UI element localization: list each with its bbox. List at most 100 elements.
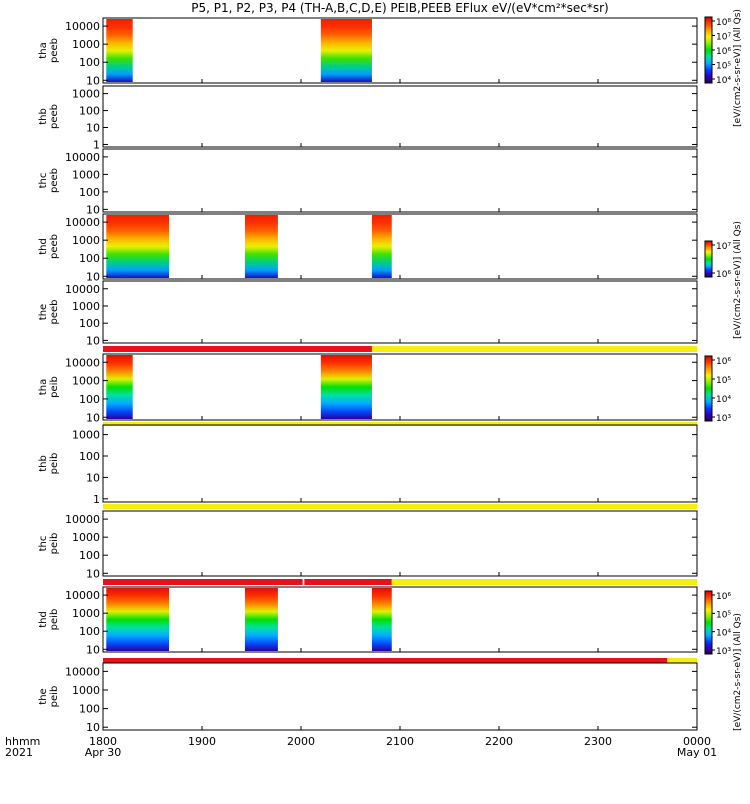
colorbar-tick-label: 10⁶	[716, 270, 731, 280]
y-tick-label-thc: 10	[86, 203, 100, 216]
y-tick-label-tha: 10000	[65, 356, 100, 369]
colorbar-tick-label: 10⁵	[716, 610, 731, 620]
flag-bar-yellow	[103, 504, 697, 509]
panel-frame-the-peib	[102, 662, 698, 731]
y-tick-label-thc: 10000	[65, 151, 100, 164]
panel-label-probe: tha	[38, 379, 49, 395]
panel-label-probe: tha	[38, 42, 49, 58]
panel-label-probe: thc	[38, 173, 49, 189]
panel-frame-tha-peeb	[102, 17, 698, 84]
panel-frame-thc-peib	[102, 510, 698, 577]
y-tick-label-tha: 10	[86, 74, 100, 87]
flag-bar-yellow	[391, 579, 697, 585]
y-tick-label-thd: 10	[86, 270, 100, 283]
time-axis-label: 1900	[188, 735, 216, 748]
y-tick-label-the: 1000	[72, 684, 100, 697]
colorbar-thd-peeb	[704, 240, 713, 278]
y-tick-label-thc: 10	[86, 567, 100, 580]
colorbar-tick-label: 10³	[716, 414, 731, 424]
colorbar-tick-label: 10³	[716, 647, 731, 657]
y-tick-label-thb: 100	[79, 105, 100, 118]
panel-frame-the-peeb	[102, 280, 698, 344]
y-tick-label-the: 10	[86, 721, 100, 734]
panel-frame-thd-peeb	[102, 213, 698, 280]
colorbar-tick-label: 10⁶	[716, 47, 731, 57]
flag-bar-yellow	[667, 658, 697, 663]
y-tick-label-thc: 1000	[72, 531, 100, 544]
colorbar-tick-label: 10⁵	[716, 376, 731, 386]
y-tick-label-thb: 1	[93, 138, 100, 151]
colorbar-units-label: [eV/(cm2-s-sr-eV)] (All Qs)	[733, 9, 743, 127]
panel-frame-tha-peib	[102, 353, 698, 421]
time-axis-date: May 01	[677, 746, 717, 759]
flag-bar-red	[103, 658, 668, 663]
colorbar-tick-label: 10⁴	[716, 76, 731, 86]
spectrogram-block-tha-peeb-0	[106, 19, 133, 82]
panel-label-product: peeb	[49, 234, 60, 259]
y-tick-label-thd: 1000	[72, 234, 100, 247]
y-tick-label-thb: 1000	[72, 429, 100, 442]
y-tick-label-tha: 100	[79, 393, 100, 406]
colorbar-tick-label: 10⁷	[716, 242, 731, 252]
colorbar-tick-label: 10⁵	[716, 62, 731, 72]
spectrogram-block-thd-peib-0	[106, 588, 169, 651]
panel-frame-thc-peeb	[102, 148, 698, 213]
time-axis-row-label: 2021	[5, 746, 33, 759]
panel-label-probe: the	[38, 304, 49, 320]
colorbar-tick-label: 10⁶	[716, 357, 731, 367]
panel-label-product: peeb	[49, 168, 60, 193]
y-tick-label-thc: 100	[79, 186, 100, 199]
panel-frame-thd-peib	[102, 586, 698, 653]
y-tick-label-the: 1000	[72, 300, 100, 313]
time-axis-label: 1800	[89, 735, 117, 748]
flag-bar-red	[304, 579, 392, 585]
y-tick-label-thd: 10	[86, 643, 100, 656]
flag-bar-red	[103, 346, 372, 352]
y-tick-label-thc: 100	[79, 549, 100, 562]
y-tick-label-the: 10	[86, 334, 100, 347]
y-tick-label-thc: 10000	[65, 513, 100, 526]
time-axis-date: Apr 30	[85, 746, 122, 759]
y-tick-label-tha: 10000	[65, 20, 100, 33]
colorbar-tick-label: 10⁶	[716, 592, 731, 602]
colorbar-tick-label: 10⁷	[716, 33, 731, 43]
y-tick-label-thb: 10	[86, 122, 100, 135]
time-axis-label: 0000	[683, 735, 711, 748]
y-tick-label-tha: 1000	[72, 38, 100, 51]
colorbar-tick-label: 10⁴	[716, 395, 731, 405]
y-tick-label-tha: 1000	[72, 375, 100, 388]
flag-bar-yellow	[371, 346, 697, 352]
spectrogram-block-thd-peib-1	[244, 588, 278, 651]
panel-label-probe: thd	[38, 238, 49, 255]
y-tick-label-thb: 10	[86, 471, 100, 484]
colorbar-tha-peib	[704, 355, 713, 422]
panel-label-probe: thc	[38, 536, 49, 552]
colorbar-tha-peeb	[704, 16, 713, 84]
panel-label-product: peeb	[49, 38, 60, 63]
panel-label-product: peib	[49, 533, 60, 555]
y-tick-label-thd: 10000	[65, 216, 100, 229]
colorbar-thd-peib	[704, 590, 713, 655]
flag-bar-red	[103, 579, 303, 585]
time-axis-label: 2000	[287, 735, 315, 748]
panel-label-product: peib	[49, 609, 60, 631]
panel-label-product: peib	[49, 453, 60, 475]
y-tick-label-the: 10000	[65, 283, 100, 296]
y-tick-label-thb: 1	[93, 493, 100, 506]
panel-frame-thb-peeb	[102, 85, 698, 148]
panel-label-probe: thb	[38, 108, 49, 125]
y-tick-label-tha: 100	[79, 56, 100, 69]
spectrogram-block-thd-peeb-0	[106, 215, 169, 278]
spectrogram-block-tha-peib-0	[106, 355, 133, 419]
y-tick-label-thc: 1000	[72, 168, 100, 181]
panel-label-probe: thb	[38, 455, 49, 472]
y-tick-label-thd: 10000	[65, 589, 100, 602]
time-axis-label: 2300	[584, 735, 612, 748]
panel-label-product: peeb	[49, 300, 60, 325]
figure-title: P5, P1, P2, P3, P4 (TH-A,B,C,D,E) PEIB,P…	[191, 1, 609, 15]
panel-label-product: peib	[49, 376, 60, 398]
y-tick-label-tha: 10	[86, 411, 100, 424]
y-tick-label-the: 100	[79, 703, 100, 716]
colorbar-units-label: [eV/(cm2-s-sr-eV)] (All Qs)	[733, 613, 743, 731]
